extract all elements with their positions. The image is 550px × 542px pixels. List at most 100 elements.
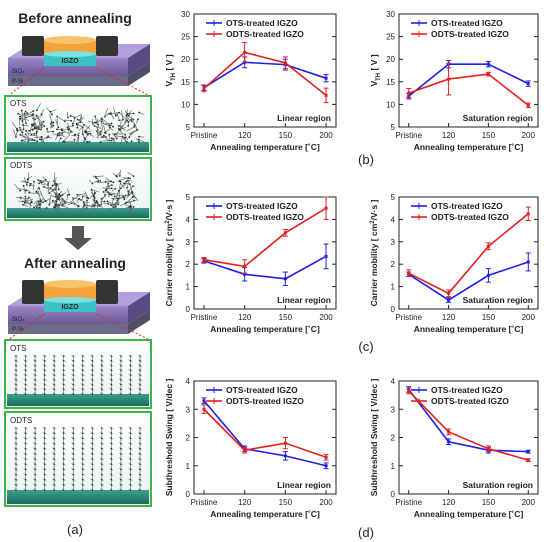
device-label-igzo: IGZO [61,58,79,65]
region-annotation: Saturation region [463,295,533,305]
y-tick-label: 1 [186,283,191,292]
molecule-atom [110,484,113,486]
molecule-atom [91,383,94,386]
molecule-bond [83,124,90,129]
molecule-atom [129,484,132,486]
molecule-atom [104,132,107,134]
molecule-atom [101,355,103,357]
molecule-atom [62,359,65,362]
molecule-atom [24,473,27,476]
molecule-atom [62,369,65,372]
molecule-bond [81,203,85,210]
molecule-atom [33,206,35,209]
molecule-atom [120,458,122,460]
ots-before-label: OTS [10,99,26,108]
y-tick-label: 5 [186,193,191,202]
molecule-atom [94,115,97,118]
molecule-atom [139,484,141,486]
molecule-bond [57,196,65,203]
molecule-atom [62,140,65,143]
data-point [283,277,287,281]
molecule-atom [72,473,75,476]
molecule-atom [34,463,36,465]
x-tick-label: 120 [238,131,252,140]
molecule-atom [34,447,36,450]
molecule-atom [53,447,55,450]
data-point [283,231,287,235]
molecule-atom [91,427,94,429]
molecule-atom [81,133,84,136]
data-point [526,450,530,454]
data-point [447,291,451,295]
molecule-atom [118,174,121,177]
molecule-atom [59,137,62,140]
molecule-atom [21,131,24,134]
molecule-bond [120,120,122,130]
molecule-bond [128,191,135,197]
x-tick-label: 120 [238,313,252,322]
molecule-atom [43,393,46,395]
molecule-atom [63,201,66,204]
molecule-atom [82,195,84,198]
legend-label: OTS-treated IGZO [431,385,503,395]
molecule-atom [50,121,53,124]
molecule-atom [72,437,75,440]
molecule-atom [86,199,88,202]
molecule-atom [40,136,43,138]
x-axis-label: Annealing temperature [˚C] [210,142,320,152]
molecule-atom [99,180,102,182]
data-point [324,455,328,459]
molecule-atom [127,177,130,179]
molecule-bond [50,122,54,128]
molecule-atom [49,187,52,190]
molecule-atom [126,186,128,189]
molecule-atom [120,364,122,367]
molecule-bond [20,197,29,200]
molecule-bond [91,189,99,193]
molecule-atom [91,374,94,376]
molecule-atom [73,138,76,141]
molecule-atom [91,458,94,460]
molecule-bond [54,177,57,184]
molecule-atom [131,195,134,198]
molecule-bond [20,118,30,121]
series-line [408,63,529,97]
data-point [243,264,247,268]
molecule-atom [43,374,46,376]
molecule-atom [88,140,91,143]
molecule-atom [53,364,55,367]
molecule-atom [91,369,94,372]
molecule-bond [79,114,82,123]
molecule-atom [72,364,75,367]
molecule-atom [43,468,46,471]
molecule-bond [84,191,89,199]
chart-panel: 5 10 15 20 25 30 Pristine 120 150 200 Annealing te… [369,10,539,152]
molecule-atom [38,206,41,209]
molecule-atom [81,393,84,395]
x-axis-label: Annealing temperature [˚C] [414,142,524,152]
molecule-atom [72,484,75,486]
data-point [486,62,490,66]
y-tick-label: 2 [391,260,396,269]
molecule-atom [24,489,27,491]
molecule-bond [33,141,38,147]
molecule-atom [43,364,46,367]
molecule-bond [55,190,57,197]
y-axis-label: VTH [ V ] [369,54,382,86]
data-point [324,254,328,258]
molecule-atom [16,127,18,130]
molecule-atom [37,200,40,203]
molecule-atom [129,359,132,362]
molecule-atom [129,355,132,357]
molecule-atom [43,369,46,372]
molecule-atom [137,118,139,121]
device-label-igzo-after: IGZO [61,304,79,311]
molecule-atom [72,388,75,391]
molecule-atom [120,463,122,465]
molecule-atom [53,478,55,481]
molecule-atom [139,453,141,455]
molecule-atom [120,453,122,455]
molecule-atom [110,388,113,391]
molecule-atom [53,378,55,381]
molecule-atom [25,189,28,191]
